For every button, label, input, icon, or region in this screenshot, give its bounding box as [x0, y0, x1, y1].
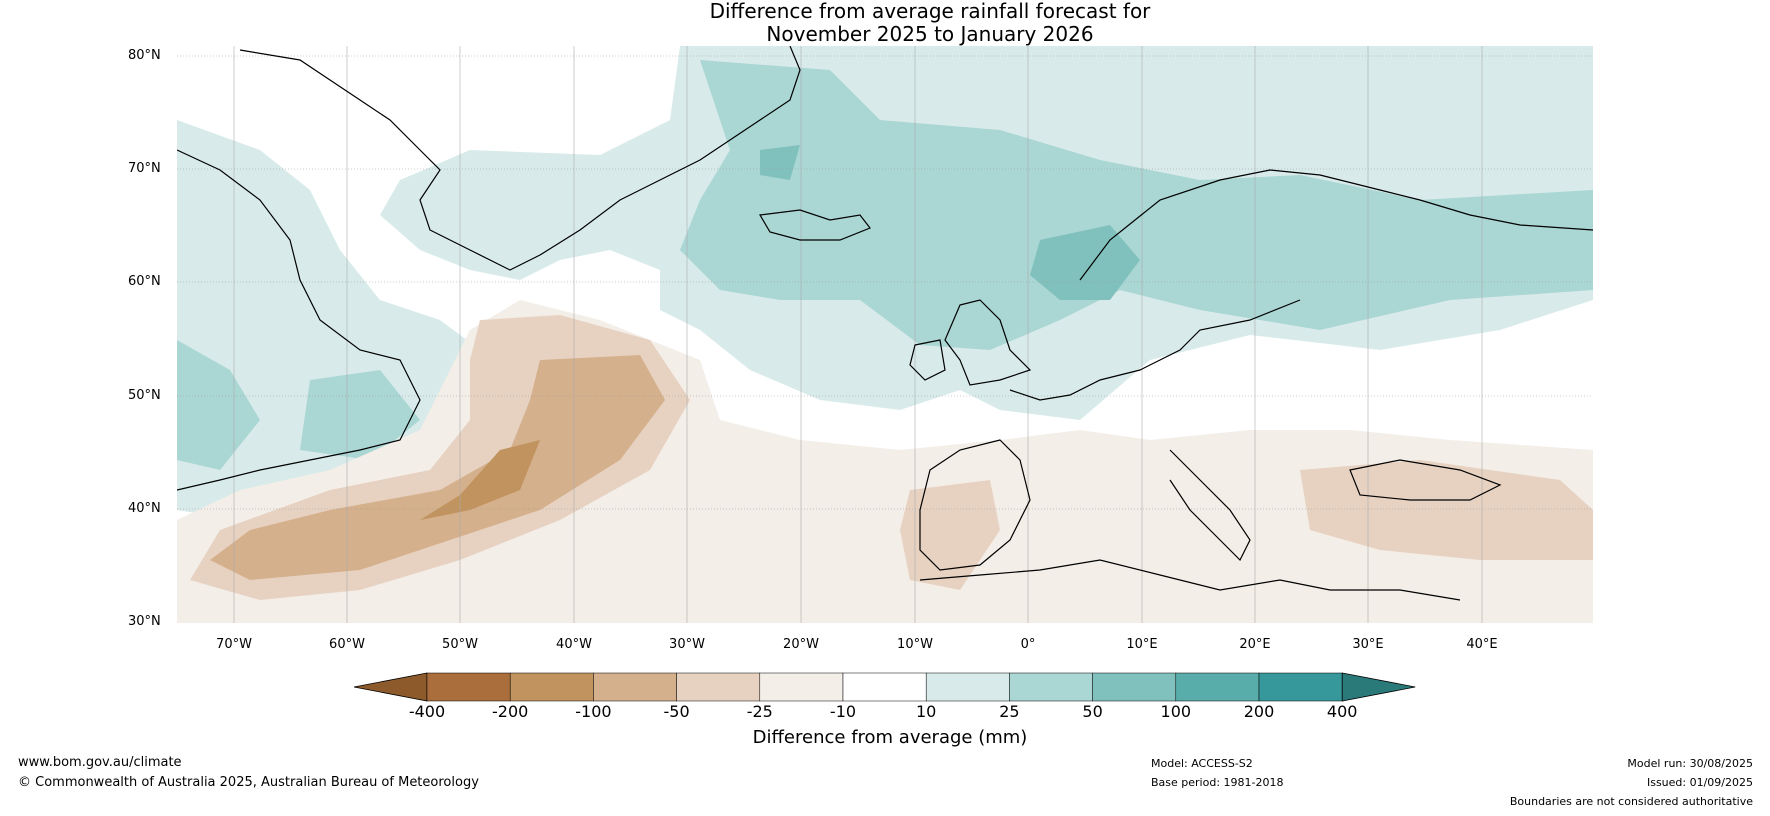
- disclaimer-text: Boundaries are not considered authoritat…: [1509, 795, 1753, 808]
- wet-area-north-2: [680, 60, 1593, 350]
- colorbar-segments: [353, 672, 1416, 702]
- colorbar-tick-label: -200: [492, 702, 529, 721]
- lon-label: 0°: [1020, 637, 1036, 652]
- lat-label: 70°N: [128, 161, 161, 176]
- colorbar-tick-label: -10: [829, 702, 857, 721]
- dry-area-iberia: [900, 480, 1000, 590]
- map-meridians: [233, 46, 1483, 623]
- colorbar-tick-label: 10: [916, 702, 937, 721]
- website-link[interactable]: www.bom.gov.au/climate: [18, 755, 182, 770]
- colorbar-segment: [759, 672, 844, 702]
- wet-area-west-2: [177, 340, 260, 470]
- wet-area-greenland-sea: [760, 145, 800, 180]
- scandinavia-coast: [1079, 169, 1593, 281]
- title-line-2: November 2025 to January 2026: [766, 22, 1094, 46]
- map-gridlines: [177, 55, 1593, 510]
- colorbar-tick-label: -50: [663, 702, 690, 721]
- greenland-coast: [239, 46, 801, 271]
- iceland-coast: [759, 209, 871, 241]
- model-run-text: Model run: 30/08/2025: [1627, 757, 1753, 770]
- colorbar-segment: [426, 672, 511, 702]
- map-field: [177, 46, 1593, 623]
- title-line-1: Difference from average rainfall forecas…: [709, 0, 1151, 23]
- europe-coast: [1009, 299, 1301, 401]
- colorbar-tick-label: 100: [1160, 702, 1192, 721]
- iberia-coast: [919, 439, 1031, 571]
- lon-label: 20°E: [1239, 637, 1271, 652]
- colorbar-tick-label: 50: [1082, 702, 1103, 721]
- issued-text: Issued: 01/09/2025: [1646, 776, 1753, 789]
- colorbar-tick-label: 400: [1326, 702, 1358, 721]
- colorbar-tick-label: 200: [1243, 702, 1275, 721]
- colorbar-segment: [676, 672, 761, 702]
- colorbar-extend-low: [353, 672, 428, 702]
- colorbar-segment: [593, 672, 677, 702]
- model-text: Model: ACCESS-S2: [1151, 757, 1253, 770]
- colorbar-tick-label: -25: [746, 702, 773, 721]
- colorbar-segment: [1092, 672, 1177, 702]
- lat-label: 60°N: [128, 274, 161, 289]
- lat-label: 40°N: [128, 501, 161, 516]
- colorbar-label: Difference from average (mm): [752, 727, 1028, 748]
- lon-label: 10°W: [897, 637, 933, 652]
- africa-coast: [919, 559, 1461, 601]
- colorbar-tick-label: -100: [575, 702, 612, 721]
- colorbar-segment: [1175, 672, 1260, 702]
- dry-area-turkey: [1300, 460, 1593, 560]
- colorbar-tick-label: 25: [999, 702, 1020, 721]
- colorbar-segment: [509, 672, 594, 702]
- black-sea-coast: [1349, 459, 1502, 501]
- coastlines: [177, 46, 1593, 601]
- copyright-text: © Commonwealth of Australia 2025, Austra…: [18, 775, 479, 790]
- colorbar-tick-label: -400: [408, 702, 446, 721]
- base-period-text: Base period: 1981-2018: [1151, 776, 1284, 789]
- dry-area-atlantic-3: [210, 355, 665, 580]
- uk-coast: [944, 299, 1032, 386]
- colorbar-segment: [1258, 672, 1343, 702]
- lon-label: 30°E: [1352, 637, 1384, 652]
- lon-label: 10°E: [1126, 637, 1158, 652]
- wet-area-norway: [1030, 225, 1140, 300]
- labrador-coast: [177, 149, 421, 491]
- lat-label: 30°N: [128, 614, 161, 629]
- dry-area-atlantic-4: [420, 440, 540, 520]
- ireland-coast: [909, 339, 946, 381]
- lat-label: 50°N: [128, 388, 161, 403]
- lon-label: 20°W: [783, 637, 819, 652]
- colorbar-segment: [925, 672, 1010, 702]
- map-title: Difference from average rainfall forecas…: [600, 0, 1260, 46]
- colorbar-segment: [842, 672, 927, 702]
- lon-label: 30°W: [669, 637, 705, 652]
- lon-label: 40°E: [1466, 637, 1498, 652]
- lon-label: 40°W: [556, 637, 592, 652]
- wet-area-canada: [300, 370, 420, 460]
- colorbar-extend-high: [1341, 672, 1416, 702]
- lon-label: 50°W: [442, 637, 478, 652]
- lat-label: 80°N: [128, 48, 161, 63]
- colorbar-segment: [1009, 672, 1093, 702]
- lon-label: 60°W: [329, 637, 365, 652]
- italy-coast: [1169, 449, 1251, 562]
- lon-label: 70°W: [216, 637, 252, 652]
